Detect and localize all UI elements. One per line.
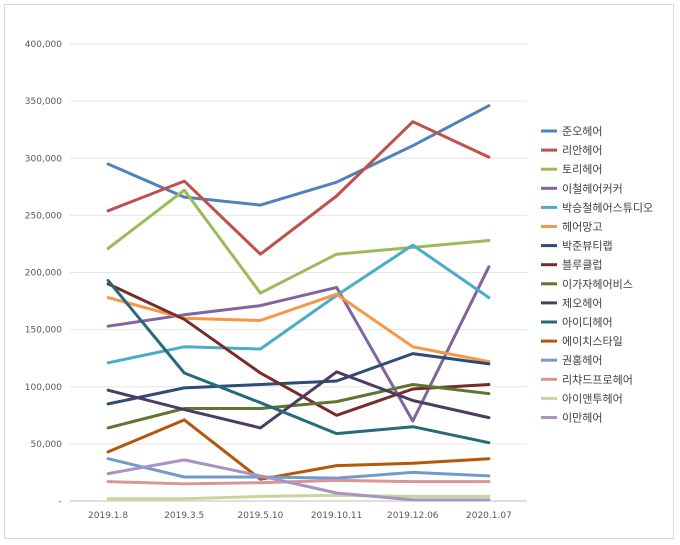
- x-tick-label: 2019.10.11: [311, 511, 363, 521]
- legend-label: 리안헤어: [562, 144, 602, 157]
- legend-label: 준오헤어: [562, 125, 602, 138]
- y-tick-label: 50,000: [31, 440, 63, 450]
- series-line: [106, 265, 491, 423]
- legend-label: 제오헤어: [562, 297, 602, 310]
- x-tick-label: 2019.3.5: [164, 511, 204, 521]
- legend-label: 박승철헤어스튜디오: [562, 201, 653, 214]
- legend-label: 권홍헤어: [562, 353, 602, 367]
- series-line: [106, 104, 491, 207]
- y-tick-label: 300,000: [25, 154, 62, 164]
- y-tick-label: 250,000: [25, 211, 62, 221]
- series-line: [106, 282, 491, 417]
- legend-label: 토리헤어: [562, 163, 602, 176]
- legend-label: 이철헤어커커: [562, 182, 623, 195]
- y-tick-label: 100,000: [25, 383, 62, 393]
- y-tick-label: 400,000: [25, 40, 62, 50]
- x-tick-label: 2019.12.06: [387, 511, 439, 521]
- series-line: [106, 458, 491, 502]
- legend-label: 박준뷰티랩: [562, 240, 613, 253]
- legend-label: 에이치스타일: [562, 334, 623, 348]
- y-tick-label: 150,000: [25, 326, 62, 336]
- series-line: [106, 120, 491, 256]
- series-line: [106, 188, 491, 295]
- series-line: [106, 493, 491, 501]
- series-line: [106, 457, 491, 480]
- legend-label: 이가자헤어비스: [562, 278, 633, 291]
- legend-label: 아이디헤어: [562, 316, 613, 329]
- y-tick-label: 350,000: [25, 97, 62, 107]
- series-line: [106, 383, 491, 430]
- legend-label: 리챠드프로헤어: [562, 373, 633, 386]
- x-tick-label: 2019.1.8: [88, 511, 128, 521]
- series-line: [106, 243, 491, 365]
- legend-label: 헤어망고: [562, 221, 602, 234]
- series-line: [106, 352, 491, 406]
- series-line: [106, 279, 491, 445]
- y-tick-label: 200,000: [25, 269, 62, 279]
- legend-label: 블루클럽: [562, 258, 602, 272]
- legend-label: 이만헤어: [562, 412, 602, 425]
- series-line: [106, 478, 491, 486]
- legend-label: 아이앤투헤어: [562, 392, 623, 405]
- y-tick-label: -: [59, 497, 62, 507]
- x-tick-label: 2019.5.10: [238, 511, 284, 521]
- x-tick-label: 2020.1.07: [466, 511, 512, 521]
- series-line: [106, 418, 491, 481]
- series-line: [106, 370, 491, 430]
